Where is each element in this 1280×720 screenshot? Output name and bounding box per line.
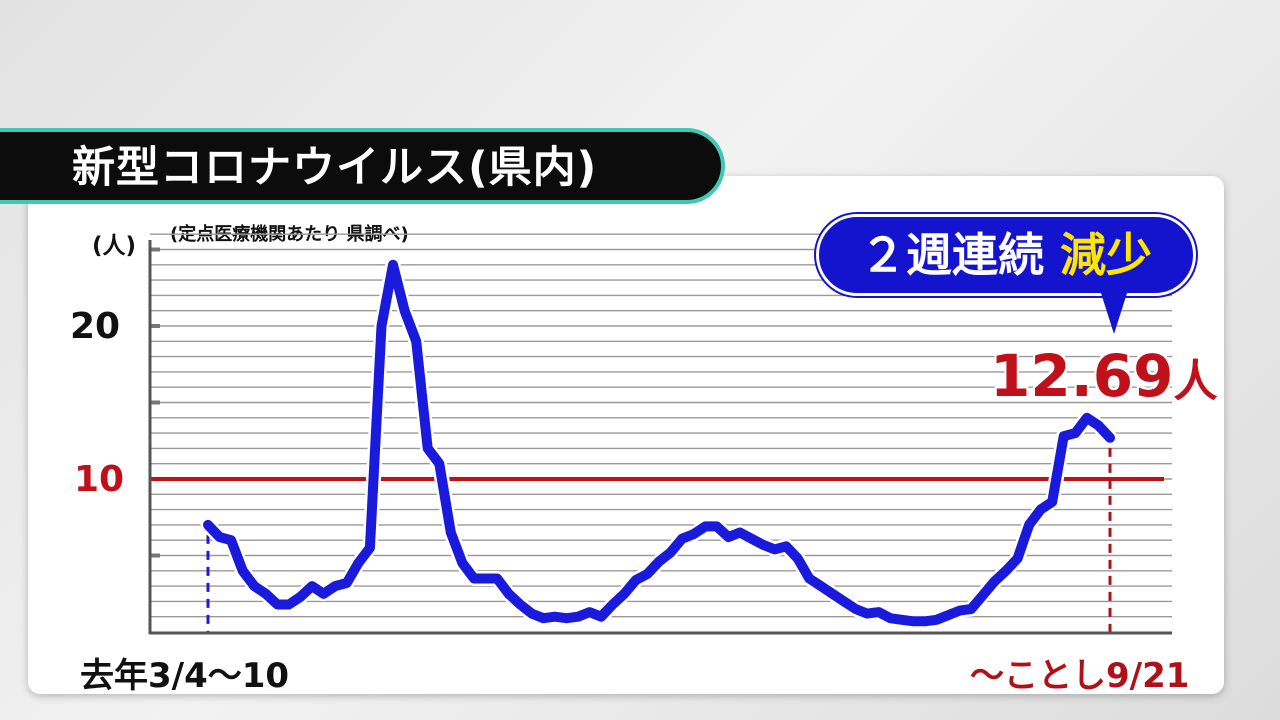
axes [148, 240, 1172, 635]
series-line [203, 259, 1115, 627]
y-tick-label-20: 20 [70, 306, 121, 347]
callout-bubble: ２週連続 減少 [816, 214, 1196, 296]
callout-text: ２週連続 減少 [819, 217, 1193, 293]
y-axis-unit: (人) [92, 233, 137, 259]
chart-title: 新型コロナウイルス(県内) [72, 143, 598, 193]
callout-tail [1100, 290, 1128, 334]
series-group [200, 257, 1118, 629]
y-tick-label-10: 10 [74, 459, 125, 500]
callout-main: ２週連続 [859, 228, 1044, 282]
x-end-label: 〜ことし9/21 [970, 656, 1190, 696]
latest-value-unit: 人 [1173, 356, 1218, 407]
title-bar [0, 128, 725, 204]
x-start-label: 去年3/4〜10 [80, 656, 290, 696]
callout-highlight: 減少 [1060, 228, 1152, 282]
latest-value: 12.69 [990, 342, 1174, 410]
latest-value-label: 12.69人 [990, 342, 1217, 410]
period-markers [206, 447, 1112, 632]
